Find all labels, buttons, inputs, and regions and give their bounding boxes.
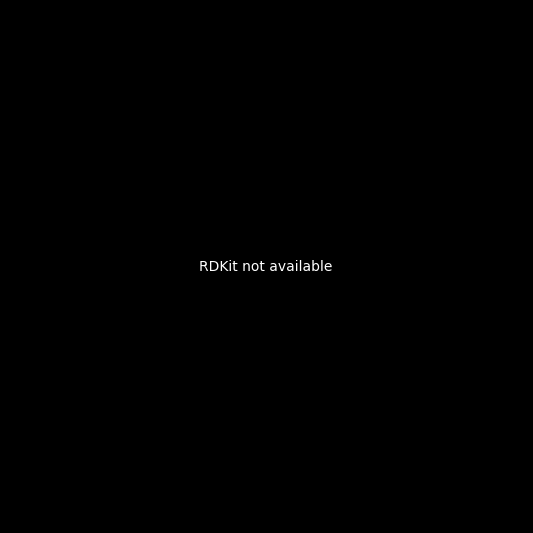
Text: RDKit not available: RDKit not available (199, 260, 333, 274)
